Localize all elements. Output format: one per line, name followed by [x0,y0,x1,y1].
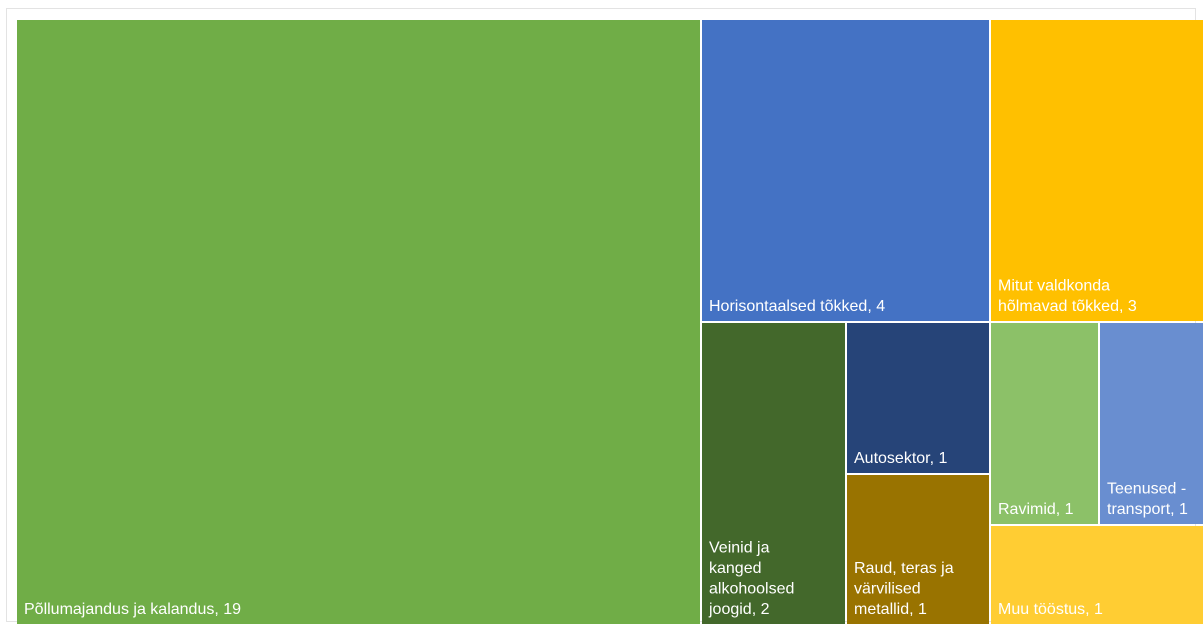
treemap-tile: Põllumajandus ja kalandus, 19 [17,20,700,624]
treemap-tile: Muu tööstus, 1 [991,526,1203,624]
treemap-tile: Veinid ja kanged alkohoolsed joogid, 2 [702,323,845,624]
treemap-tile-label: Veinid ja [709,540,770,557]
treemap-tile-label: värvilised [854,581,921,598]
treemap-tile-rect [17,20,700,624]
treemap-tile-label: Teenused - [1107,481,1186,498]
treemap-tile: Ravimid, 1 [991,323,1098,524]
treemap-tile: Mitut valdkonda hõlmavad tõkked, 3 [991,20,1203,321]
treemap-tile-rect [847,323,989,473]
treemap-tile-rect [1100,323,1203,524]
treemap-tile: Raud, teras ja värvilised metallid, 1 [847,475,989,624]
treemap-tile-label: Autosektor, 1 [854,450,947,467]
treemap-tile-label: transport, 1 [1107,501,1188,518]
treemap-tile-label: kanged [709,560,762,577]
treemap-tile-label: metallid, 1 [854,601,927,618]
treemap-tile-rect [991,526,1203,624]
treemap-tile-label: alkohoolsed [709,581,794,598]
treemap-tile-rect [991,323,1098,524]
treemap-tile-rect [991,20,1203,321]
treemap-tile-label: joogid, 2 [708,601,770,618]
treemap-tile: Horisontaalsed tõkked, 4 [702,20,989,321]
treemap-tile-rect [702,323,845,624]
treemap-tile-label: Ravimid, 1 [998,501,1074,518]
treemap-tile-label: Põllumajandus ja kalandus, 19 [24,601,241,618]
treemap-tile-label: Raud, teras ja [854,560,954,577]
treemap-tile-rect [702,20,989,321]
treemap-tile: Teenused - transport, 1 [1100,323,1203,524]
treemap-tile-label: Muu tööstus, 1 [998,601,1103,618]
treemap-tile-label: hõlmavad tõkked, 3 [998,298,1137,315]
treemap-tile-label: Horisontaalsed tõkked, 4 [709,298,885,315]
treemap-tile: Autosektor, 1 [847,323,989,473]
treemap-tile-rect [847,475,989,624]
treemap-tile-label: Mitut valdkonda [998,278,1110,295]
